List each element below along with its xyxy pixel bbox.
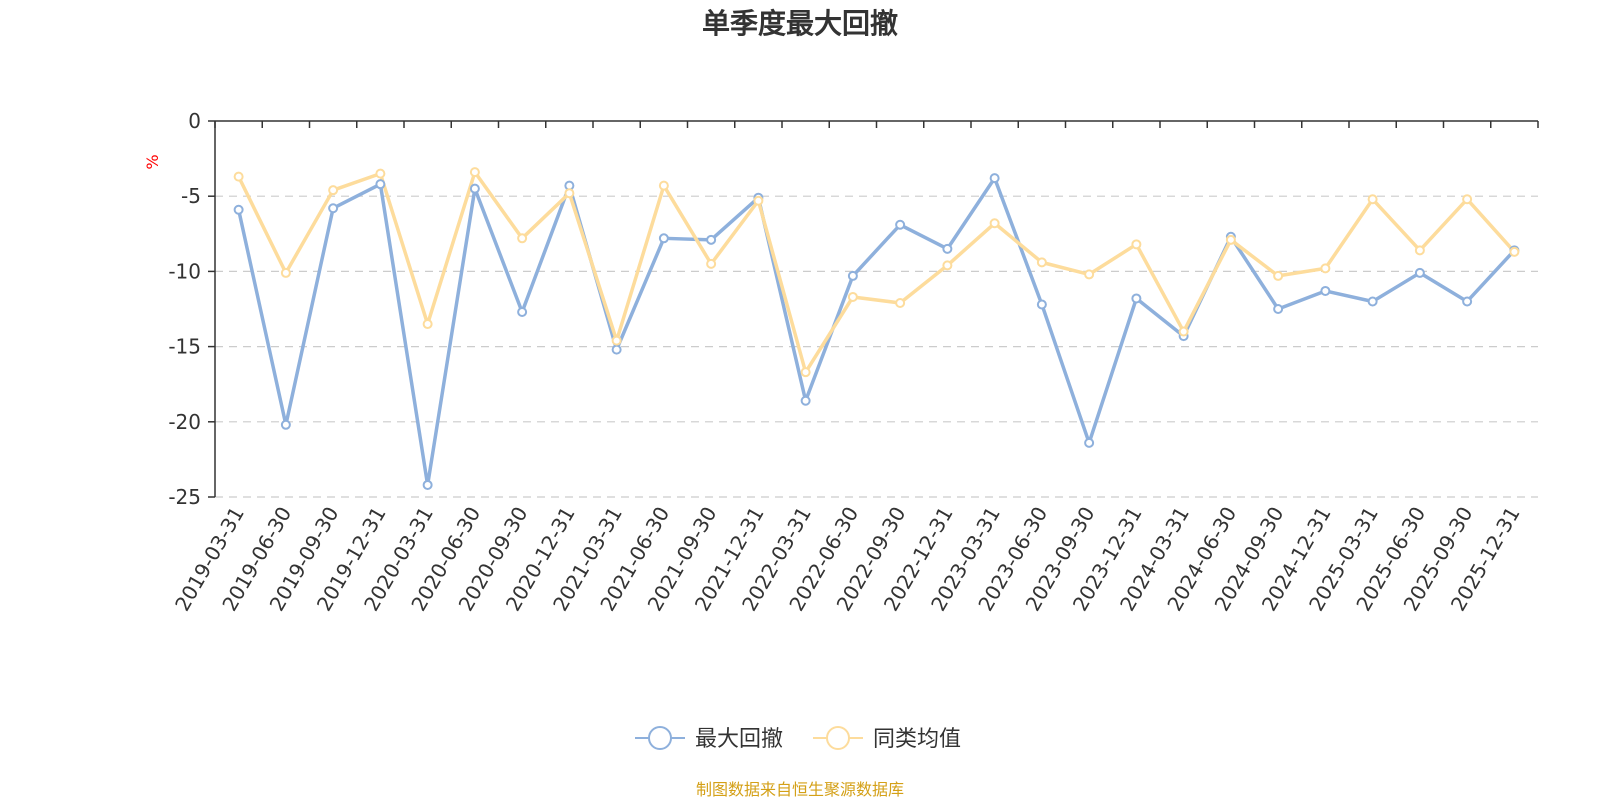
source-note: 制图数据来自恒生聚源数据库 [696,780,904,799]
y-tick-label: -5 [181,184,201,208]
data-point-0[interactable] [1462,296,1473,307]
data-point-1[interactable] [1320,263,1331,274]
data-point-0[interactable] [942,243,953,254]
data-point-0[interactable] [1131,293,1142,304]
data-point-1[interactable] [469,167,480,178]
data-point-1[interactable] [1084,269,1095,280]
x-tick-labels: 2019-03-312019-06-302019-09-302019-12-31… [170,503,1525,616]
data-point-1[interactable] [658,180,669,191]
data-point-0[interactable] [233,204,244,215]
data-point-1[interactable] [1414,245,1425,256]
data-point-0[interactable] [895,219,906,230]
legend[interactable]: 最大回撤 同类均值 [635,726,961,752]
data-point-1[interactable] [1367,194,1378,205]
legend-item-1[interactable]: 同类均值 [813,726,961,752]
data-point-0[interactable] [375,179,386,190]
data-point-0[interactable] [1084,437,1095,448]
data-point-1[interactable] [1178,326,1189,337]
data-point-1[interactable] [1131,239,1142,250]
data-point-0[interactable] [328,203,339,214]
data-point-1[interactable] [1509,246,1520,257]
data-point-1[interactable] [942,260,953,271]
data-point-1[interactable] [989,218,1000,229]
data-point-1[interactable] [1273,270,1284,281]
chart-title: 单季度最大回撤 [702,7,898,40]
y-tick-label: -10 [168,259,201,283]
data-point-0[interactable] [847,270,858,281]
data-point-1[interactable] [800,367,811,378]
data-point-1[interactable] [233,171,244,182]
data-point-1[interactable] [1462,194,1473,205]
grid-lines [215,195,1538,498]
data-point-0[interactable] [800,395,811,406]
data-point-1[interactable] [280,267,291,278]
data-point-0[interactable] [989,173,1000,184]
legend-item-0[interactable]: 最大回撤 [635,726,783,752]
data-point-1[interactable] [706,258,717,269]
y-axis-unit: % [143,154,162,169]
y-tick-label: -25 [168,485,201,509]
data-point-1[interactable] [375,168,386,179]
data-point-0[interactable] [658,233,669,244]
series-lines [233,167,1520,490]
legend-label: 最大回撤 [695,727,783,752]
data-point-1[interactable] [517,233,528,244]
axes [208,120,1539,498]
data-point-0[interactable] [280,419,291,430]
data-point-0[interactable] [1414,267,1425,278]
data-point-0[interactable] [469,183,480,194]
series-line-0 [236,176,1516,487]
data-point-1[interactable] [1225,234,1236,245]
data-point-0[interactable] [611,344,622,355]
series-line-1 [237,170,1516,374]
data-point-1[interactable] [564,188,575,199]
data-point-0[interactable] [706,234,717,245]
legend-marker [826,726,850,750]
y-tick-labels: 0 -5 -10 -15 -20 -25 [168,109,201,509]
data-point-0[interactable] [1320,285,1331,296]
y-tick-label: -15 [168,335,201,359]
data-point-0[interactable] [1367,296,1378,307]
legend-label: 同类均值 [873,727,961,752]
data-point-0[interactable] [1036,299,1047,310]
data-point-0[interactable] [1273,304,1284,314]
data-point-1[interactable] [895,297,906,308]
data-point-1[interactable] [753,195,764,206]
data-point-0[interactable] [422,479,433,490]
data-point-1[interactable] [611,335,622,346]
legend-marker [648,726,672,750]
y-tick-label: 0 [188,109,201,133]
data-point-0[interactable] [517,307,528,318]
data-point-1[interactable] [1036,257,1047,268]
y-tick-label: -20 [168,410,201,434]
data-point-1[interactable] [847,291,858,302]
data-point-1[interactable] [422,319,433,330]
data-point-1[interactable] [328,185,339,196]
